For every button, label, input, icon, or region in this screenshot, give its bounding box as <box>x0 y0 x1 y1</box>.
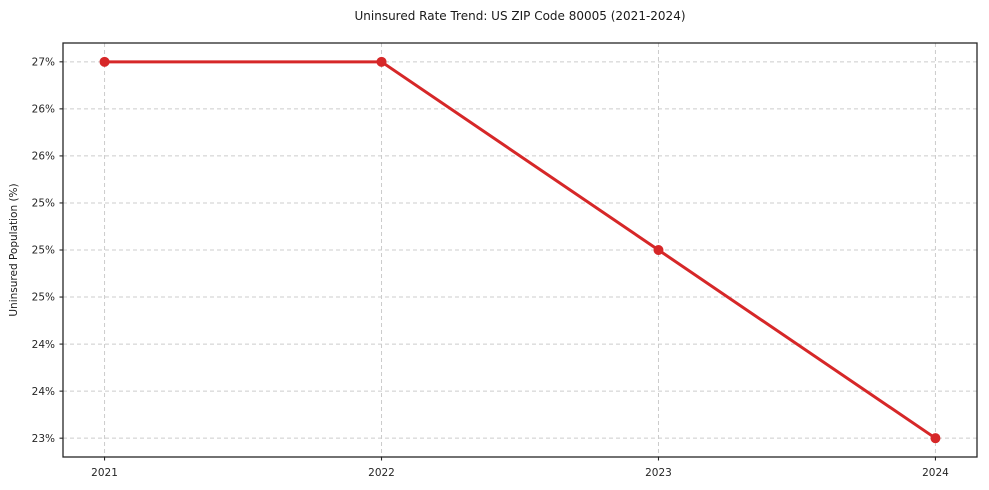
y-tick-label: 23% <box>32 433 55 445</box>
y-tick-label: 25% <box>32 292 55 304</box>
y-tick-label: 26% <box>32 151 55 163</box>
x-tick-label: 2021 <box>91 467 118 479</box>
data-point-2021 <box>99 56 110 67</box>
data-point-2024 <box>930 433 941 444</box>
x-tick-label: 2022 <box>368 467 395 479</box>
y-tick-label: 25% <box>32 245 55 257</box>
x-tick-label: 2023 <box>645 467 672 479</box>
data-point-2022 <box>376 56 387 67</box>
y-tick-label: 27% <box>32 57 55 69</box>
x-tick-label: 2024 <box>922 467 949 479</box>
y-tick-label: 24% <box>32 386 55 398</box>
y-tick-label: 26% <box>32 104 55 116</box>
y-tick-label: 25% <box>32 198 55 210</box>
y-tick-label: 24% <box>32 339 55 351</box>
data-point-2023 <box>653 245 664 255</box>
trend-line <box>103 60 937 440</box>
chart-title: Uninsured Rate Trend: US ZIP Code 80005 … <box>354 9 686 23</box>
